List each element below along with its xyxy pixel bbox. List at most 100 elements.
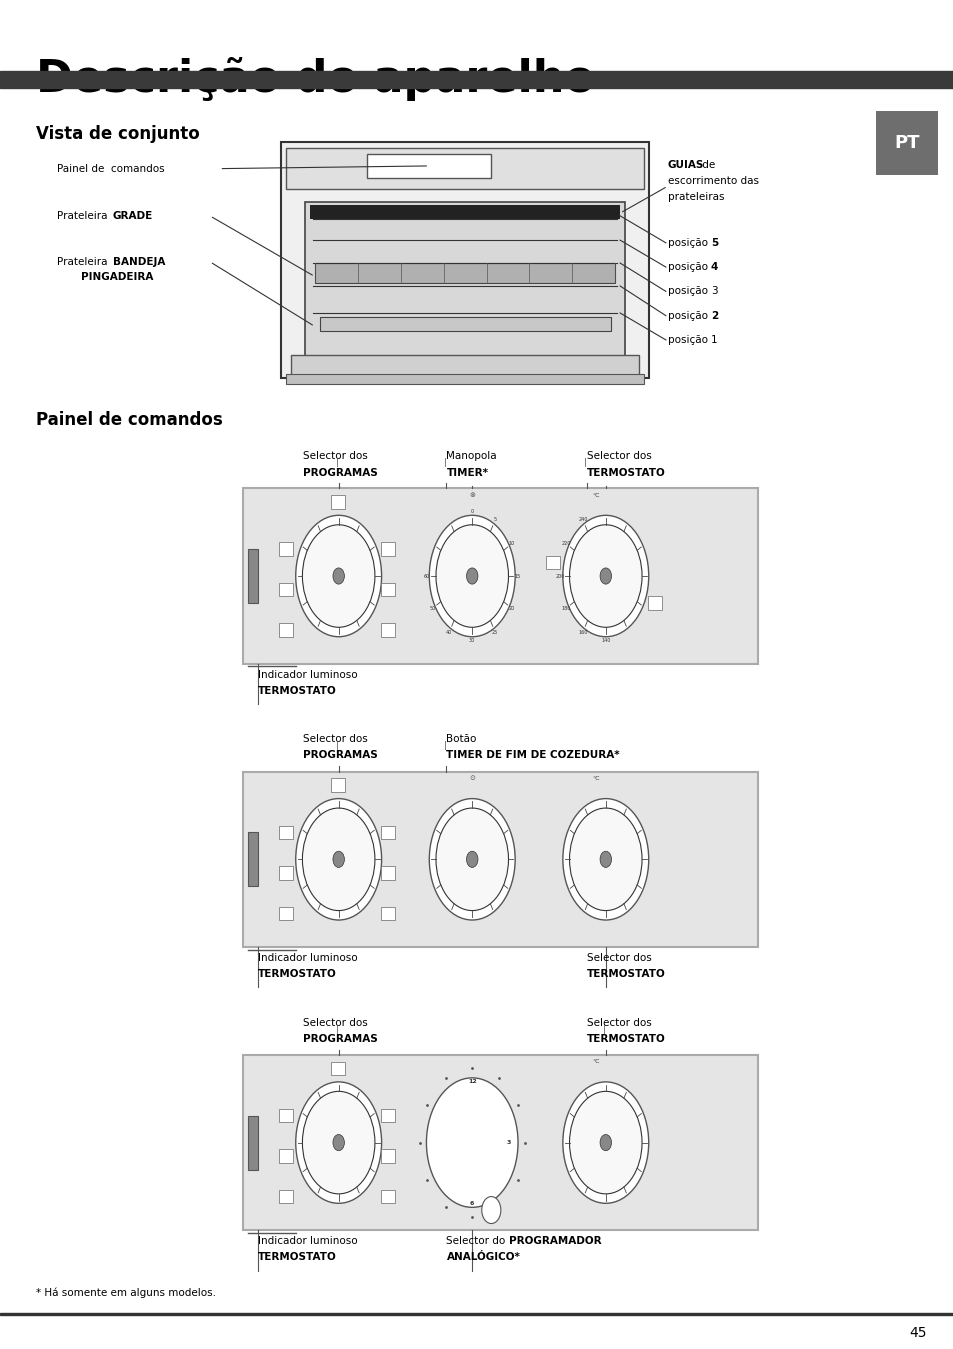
Bar [545, 556, 559, 569]
Circle shape [426, 1078, 517, 1207]
Text: °C: °C [592, 1059, 599, 1064]
Text: 50: 50 [429, 606, 436, 611]
Text: 3: 3 [710, 286, 717, 297]
Circle shape [562, 799, 648, 920]
Text: Manopola: Manopola [446, 451, 497, 461]
Text: Indicador luminoso: Indicador luminoso [257, 1236, 356, 1246]
Text: Indicador luminoso: Indicador luminoso [257, 669, 356, 680]
Text: Descrição do aparelho: Descrição do aparelho [36, 57, 595, 101]
Text: ⊙: ⊙ [469, 776, 475, 781]
Bar [331, 495, 345, 509]
Text: posição: posição [667, 310, 710, 321]
Text: * Há somente em alguns modelos.: * Há somente em alguns modelos. [36, 1287, 216, 1298]
Text: Prateleira: Prateleira [57, 256, 111, 267]
Bar [647, 596, 661, 610]
Text: °C: °C [592, 492, 599, 498]
Bar [278, 826, 293, 839]
Text: 5: 5 [710, 237, 718, 248]
Bar [278, 1109, 293, 1122]
Text: 40: 40 [446, 630, 452, 634]
Circle shape [599, 568, 611, 584]
Text: |: | [335, 742, 339, 750]
Circle shape [295, 1082, 381, 1203]
Bar [380, 826, 395, 839]
Text: 20: 20 [508, 606, 515, 611]
Text: Botão: Botão [446, 734, 476, 745]
Text: 60: 60 [423, 573, 429, 579]
Text: escorrimento das: escorrimento das [667, 175, 758, 186]
Text: 12: 12 [467, 1079, 476, 1085]
Text: 2: 2 [710, 310, 718, 321]
Text: 30: 30 [469, 638, 475, 643]
Text: 10: 10 [508, 541, 515, 546]
Bar [278, 866, 293, 880]
Bar [380, 1190, 395, 1203]
Circle shape [333, 568, 344, 584]
Text: PROGRAMADOR: PROGRAMADOR [509, 1236, 601, 1246]
Text: BANDEJA: BANDEJA [112, 256, 165, 267]
Text: posição: posição [667, 335, 710, 345]
FancyBboxPatch shape [875, 111, 937, 175]
Text: 4: 4 [710, 262, 718, 272]
Circle shape [436, 525, 508, 627]
Bar [380, 623, 395, 637]
Circle shape [562, 515, 648, 637]
Text: TERMOSTATO: TERMOSTATO [586, 969, 665, 979]
Text: Selector do: Selector do [446, 1236, 509, 1246]
Text: prateleiras: prateleiras [667, 192, 723, 202]
Bar [278, 1190, 293, 1203]
Text: |: | [335, 1025, 339, 1033]
Text: PROGRAMAS: PROGRAMAS [303, 468, 377, 479]
Text: ⊗: ⊗ [469, 492, 475, 498]
FancyBboxPatch shape [305, 202, 624, 364]
Bar [380, 866, 395, 880]
Text: 1: 1 [710, 335, 717, 345]
Bar [0, 71, 953, 88]
Text: °C: °C [592, 776, 599, 781]
Bar [286, 374, 643, 384]
Bar [319, 317, 610, 331]
Text: PT: PT [894, 134, 919, 152]
Text: Prateleira: Prateleira [57, 210, 111, 221]
Bar [380, 1109, 395, 1122]
Bar [367, 154, 491, 178]
Text: 25: 25 [492, 630, 497, 634]
Text: 0: 0 [470, 509, 474, 514]
Text: |: | [583, 459, 587, 467]
Circle shape [302, 1091, 375, 1194]
Text: Indicador luminoso: Indicador luminoso [257, 952, 356, 963]
Bar [331, 778, 345, 792]
Text: Selector dos: Selector dos [586, 451, 651, 461]
Text: posição: posição [667, 237, 710, 248]
Bar [310, 205, 619, 219]
Text: |: | [602, 1025, 606, 1033]
Circle shape [295, 799, 381, 920]
Circle shape [569, 525, 641, 627]
Bar [380, 907, 395, 920]
Circle shape [429, 799, 515, 920]
Bar [278, 907, 293, 920]
Text: Painel de comandos: Painel de comandos [36, 411, 223, 429]
Text: 140: 140 [600, 638, 610, 643]
Circle shape [429, 515, 515, 637]
Text: TIMER*: TIMER* [446, 468, 488, 479]
Text: |: | [443, 742, 447, 750]
Text: |: | [443, 459, 447, 467]
Text: Selector dos: Selector dos [586, 1017, 651, 1028]
Text: GUIAS: GUIAS [667, 159, 703, 170]
FancyBboxPatch shape [243, 772, 758, 947]
Bar [0, 1313, 953, 1315]
FancyBboxPatch shape [243, 488, 758, 664]
Circle shape [562, 1082, 648, 1203]
FancyBboxPatch shape [281, 142, 648, 378]
Text: 200: 200 [555, 573, 564, 579]
Text: GRADE: GRADE [112, 210, 152, 221]
Circle shape [569, 1091, 641, 1194]
Circle shape [481, 1197, 500, 1224]
Text: |: | [335, 459, 339, 467]
Bar [286, 148, 643, 189]
Text: posição: posição [667, 262, 710, 272]
Bar [291, 355, 639, 375]
Text: Painel de  comandos: Painel de comandos [57, 163, 165, 174]
Circle shape [436, 808, 508, 911]
